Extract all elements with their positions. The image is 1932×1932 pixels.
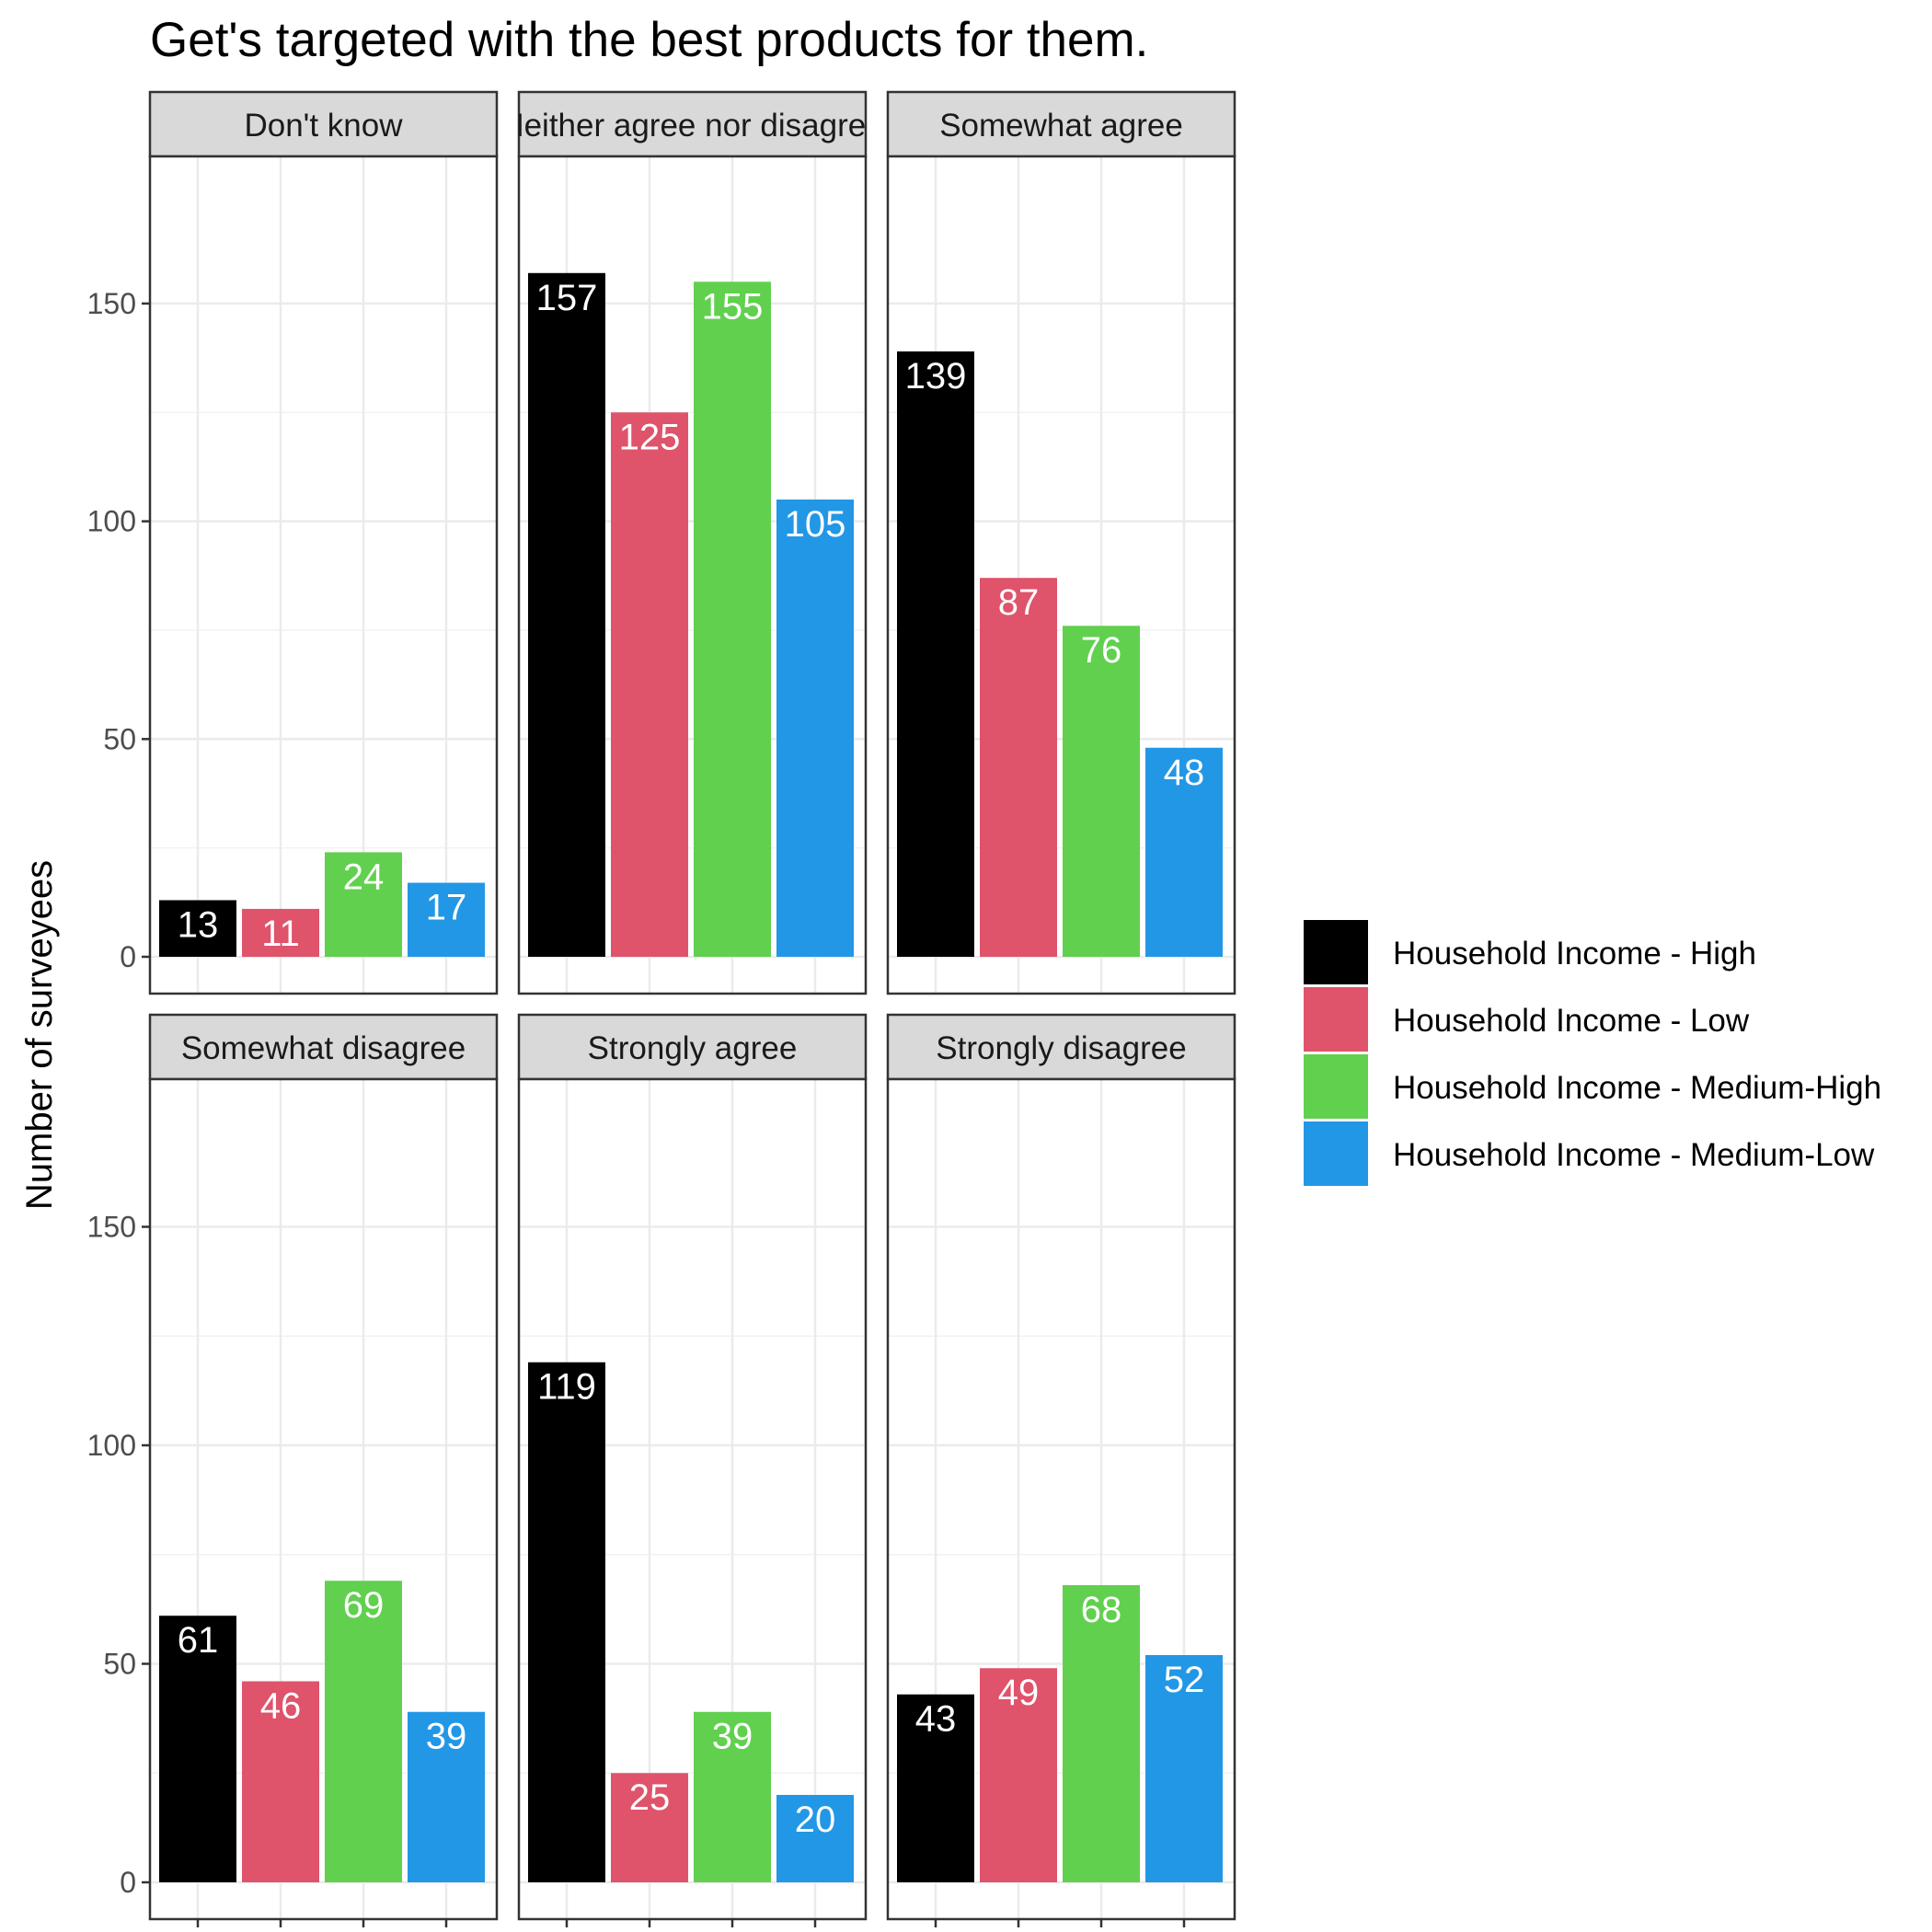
bar <box>897 1694 974 1882</box>
facet-strip-label: Somewhat disagree <box>181 1030 466 1066</box>
panel-border <box>517 1077 868 1921</box>
bar-value-label: 39 <box>426 1717 467 1757</box>
facet-panel: Neither agree nor disagree 157 125 155 105 <box>500 90 883 995</box>
bar-value-label: 69 <box>343 1585 385 1626</box>
bar-value-label: 46 <box>260 1685 302 1726</box>
bar <box>1145 1654 1223 1882</box>
bar <box>159 1616 236 1882</box>
bar <box>408 882 485 957</box>
facet-strip-label: Strongly agree <box>588 1030 798 1066</box>
bar <box>611 412 688 957</box>
bar <box>242 1681 319 1882</box>
legend-key <box>1304 987 1368 1052</box>
chart-title: Get's targeted with the best products fo… <box>150 13 1148 67</box>
y-tick-label: 150 <box>87 287 136 320</box>
bar <box>325 1581 402 1882</box>
bar <box>1145 747 1223 957</box>
bar-value-label: 76 <box>1081 630 1122 671</box>
bar <box>980 578 1057 957</box>
bar-value-label: 139 <box>905 356 967 397</box>
facet-strip <box>517 90 868 158</box>
bar <box>325 852 402 957</box>
bar <box>611 1773 688 1882</box>
bar-value-label: 49 <box>998 1673 1040 1713</box>
bar <box>528 1362 605 1882</box>
bar-value-label: 43 <box>915 1699 957 1740</box>
legend-key <box>1304 920 1368 984</box>
bar <box>694 282 771 958</box>
bar-value-label: 25 <box>629 1777 671 1818</box>
bar <box>528 272 605 958</box>
bar <box>980 1668 1057 1882</box>
bar <box>242 908 319 957</box>
panel-border <box>148 1077 499 1921</box>
facet-strip-label: Somewhat agree <box>939 108 1183 144</box>
bar-value-label: 39 <box>712 1717 753 1757</box>
y-axis-title: Number of surveyees <box>19 860 60 1210</box>
bar-value-label: 119 <box>537 1367 596 1408</box>
legend-item: Household Income - Medium-High <box>1304 1054 1881 1119</box>
bar-value-label: 87 <box>998 582 1040 623</box>
facet-panel: Somewhat disagree 61 46 69 39 0 50 100 150 <box>87 1013 499 1927</box>
legend-key <box>1304 1054 1368 1119</box>
y-tick-label: 50 <box>103 1647 136 1680</box>
bar <box>1063 1584 1140 1882</box>
facet-strip <box>148 90 499 158</box>
bar <box>897 351 974 957</box>
panel-border <box>886 155 1236 995</box>
bar <box>408 1711 485 1882</box>
bar-value-label: 13 <box>178 904 219 945</box>
bar <box>776 1794 854 1882</box>
panel-border <box>148 155 499 995</box>
panel-border <box>517 155 868 995</box>
bar <box>776 499 854 957</box>
bar-value-label: 155 <box>702 286 764 327</box>
legend-item: Household Income - Low <box>1304 987 1750 1052</box>
facet-strip <box>148 1013 499 1081</box>
bar-value-label: 125 <box>619 417 681 457</box>
panel-background <box>150 156 497 994</box>
facet-panels: Don't know 13 11 24 17 0 50 100 150 Neither agree… <box>87 90 1236 1927</box>
legend-label: Household Income - Medium-High <box>1393 1070 1881 1106</box>
bar-value-label: 52 <box>1164 1660 1205 1700</box>
bar-value-label: 68 <box>1081 1590 1122 1630</box>
y-tick-label: 0 <box>120 940 136 973</box>
facet-strip <box>886 90 1236 158</box>
bar-value-label: 48 <box>1164 753 1205 793</box>
bar-value-label: 20 <box>795 1800 836 1840</box>
bar-value-label: 105 <box>785 504 846 545</box>
bar-value-label: 11 <box>261 914 300 954</box>
legend-key <box>1304 1121 1368 1186</box>
y-tick-label: 50 <box>103 722 136 755</box>
facet-panel: Don't know 13 11 24 17 0 50 100 150 <box>87 90 499 995</box>
legend: Household Income - High Household Income … <box>1304 920 1881 1186</box>
facet-strip <box>517 1013 868 1081</box>
facet-panel: Strongly agree 119 25 39 20 <box>517 1013 868 1927</box>
facet-strip-label: Don't know <box>244 108 403 144</box>
y-tick-label: 150 <box>87 1210 136 1243</box>
y-tick-label: 100 <box>87 1429 136 1462</box>
bar <box>1063 626 1140 957</box>
bar <box>159 900 236 957</box>
legend-item: Household Income - Medium-Low <box>1304 1121 1875 1186</box>
bar-value-label: 24 <box>343 857 385 897</box>
legend-label: Household Income - Low <box>1393 1003 1750 1039</box>
legend-label: Household Income - Medium-Low <box>1393 1137 1875 1173</box>
facet-strip-label: Strongly disagree <box>936 1030 1186 1066</box>
y-tick-label: 100 <box>87 505 136 538</box>
y-tick-label: 0 <box>120 1866 136 1899</box>
legend-item: Household Income - High <box>1304 920 1756 984</box>
bar <box>694 1711 771 1882</box>
facet-panel: Somewhat agree 139 87 76 48 <box>886 90 1236 995</box>
legend-label: Household Income - High <box>1393 936 1756 972</box>
bar-value-label: 61 <box>178 1620 219 1661</box>
bar-value-label: 157 <box>536 278 598 318</box>
panel-border <box>886 1077 1236 1921</box>
bar-value-label: 17 <box>426 888 467 928</box>
facet-strip-label: Neither agree nor disagree <box>500 108 883 144</box>
facet-panel: Strongly disagree 43 49 68 52 <box>886 1013 1236 1927</box>
